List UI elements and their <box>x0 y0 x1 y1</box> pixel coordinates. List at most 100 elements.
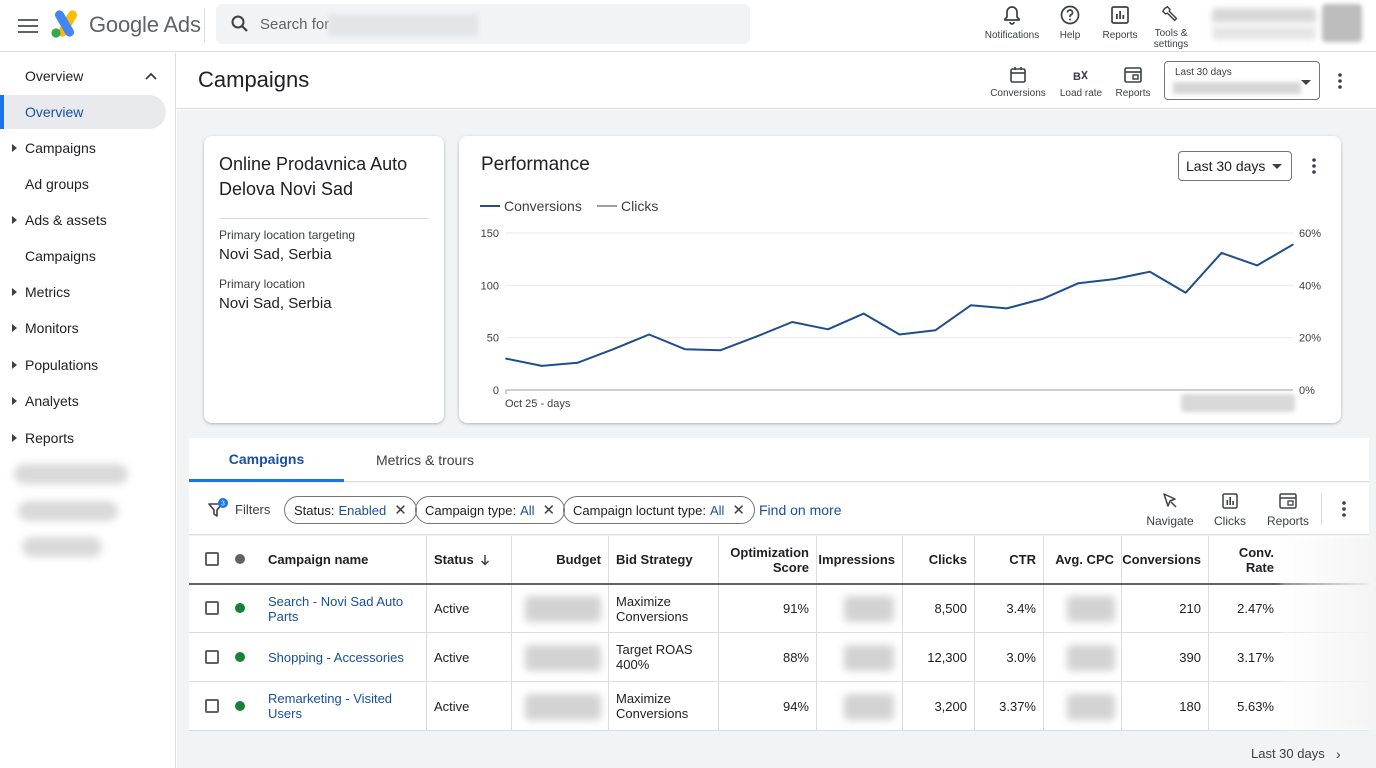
conversions-header-button[interactable]: Conversions <box>990 65 1046 99</box>
sidebar-redacted-item[interactable] <box>22 537 102 557</box>
sidebar-item-campaigns-2[interactable]: Campaigns <box>0 239 176 273</box>
legend-conversions[interactable]: Conversions <box>480 198 582 214</box>
search-bar[interactable]: Search for <box>216 4 750 44</box>
account-info-redacted[interactable] <box>1212 8 1316 40</box>
sidebar-item-label: Ads & assets <box>25 212 107 228</box>
header-budget[interactable]: Budget <box>556 552 601 567</box>
select-all-checkbox[interactable] <box>205 552 219 566</box>
sidebar-item-overview-group[interactable]: Overview <box>0 59 176 93</box>
notifications-label: Notifications <box>984 30 1040 41</box>
header-optimization-score[interactable]: Optimization Score <box>718 536 809 583</box>
google-ads-logo-icon[interactable] <box>50 10 82 38</box>
navigate-button[interactable]: Navigate <box>1145 491 1195 528</box>
help-label: Help <box>1059 30 1081 41</box>
row-checkbox[interactable] <box>205 650 219 664</box>
header-avg-cpc[interactable]: Avg. CPC <box>1055 552 1114 567</box>
sidebar-item-populations[interactable]: Populations <box>0 348 176 382</box>
status-dot-enabled <box>235 603 245 613</box>
ctr-cell: 3.37% <box>999 698 1036 714</box>
data-point <box>1220 252 1223 254</box>
search-placeholder: Search for <box>260 16 330 33</box>
reports-icon <box>1279 493 1297 509</box>
tab-metrics-trours[interactable]: Metrics & trours <box>375 452 474 468</box>
sidebar-item-label: Campaigns <box>25 140 96 156</box>
sidebar-redacted-item[interactable] <box>14 464 128 484</box>
help-button[interactable]: Help <box>1050 4 1090 50</box>
column-divider <box>1208 536 1209 731</box>
performance-range-select[interactable]: Last 30 days <box>1178 151 1292 181</box>
sidebar-item-campaigns[interactable]: Campaigns <box>0 131 176 165</box>
row-checkbox[interactable] <box>205 699 219 713</box>
filter-chip-location-type[interactable]: Campaign loctunt type: All ✕ <box>563 496 755 524</box>
performance-more-button[interactable] <box>1304 156 1324 176</box>
reports-table-button[interactable]: Reports <box>1265 491 1311 528</box>
header-conv-rate[interactable]: Conv. Rate <box>1208 536 1274 583</box>
clicks-button[interactable]: Clicks <box>1210 491 1250 528</box>
sidebar-item-reports[interactable]: Reports <box>0 421 176 455</box>
load-rate-button[interactable]: B Load rate <box>1058 65 1104 99</box>
campaign-name-link[interactable]: Search - Novi Sad Auto Parts <box>268 593 404 624</box>
data-point <box>541 365 543 367</box>
sidebar-item-overview[interactable]: Overview <box>0 95 166 129</box>
filter-chip-campaign-type[interactable]: Campaign type: All ✕ <box>415 496 566 524</box>
more-vert-icon <box>1312 158 1316 174</box>
google-ads-wordmark[interactable]: Google Ads <box>89 12 201 37</box>
tools-settings-button[interactable]: Tools & settings <box>1148 4 1194 50</box>
header-bid-strategy[interactable]: Bid Strategy <box>616 552 693 567</box>
close-icon[interactable]: ✕ <box>732 502 745 519</box>
date-range-select[interactable]: Last 30 days <box>1164 61 1320 100</box>
sidebar-item-ad-groups[interactable]: Ad groups <box>0 167 176 201</box>
header-status[interactable]: Status <box>434 536 509 583</box>
header-impressions[interactable]: Impressions <box>818 552 895 567</box>
legend-label: Conversions <box>504 198 582 214</box>
series-line-conversions <box>505 243 1294 367</box>
reports-header-button[interactable]: Reports <box>1113 65 1153 99</box>
filter-bar: 3 Filters Status: Enabled ✕ Campaign type:… <box>189 483 1369 535</box>
expand-arrow-icon <box>12 288 17 296</box>
sidebar-item-monitors[interactable]: Monitors <box>0 311 176 345</box>
cpc-redacted <box>1067 645 1115 671</box>
data-point <box>1041 298 1044 300</box>
data-point <box>1256 264 1258 267</box>
cpc-redacted <box>1067 596 1115 622</box>
avatar[interactable] <box>1322 4 1362 42</box>
sidebar-item-metrics[interactable]: Metrics <box>0 275 176 309</box>
reports-icon <box>1111 6 1129 24</box>
main-menu-button[interactable] <box>14 12 42 40</box>
header-ctr[interactable]: CTR <box>1009 552 1036 567</box>
conv-rate-cell: 3.17% <box>1237 649 1274 665</box>
find-more-link[interactable]: Find on more <box>759 502 842 518</box>
table-more-button[interactable] <box>1334 499 1354 519</box>
legend-clicks[interactable]: Clicks <box>597 198 658 214</box>
close-icon[interactable]: ✕ <box>542 502 556 519</box>
filter-icon[interactable]: 3 <box>207 498 229 520</box>
header-conversions[interactable]: Conversions <box>1122 552 1201 567</box>
sidebar-item-label: Ad groups <box>25 176 89 192</box>
page-title: Campaigns <box>198 67 310 92</box>
data-point <box>1149 270 1151 273</box>
campaign-name-link[interactable]: Remarketing - Visited Users <box>268 691 393 721</box>
sidebar-redacted-item[interactable] <box>18 501 118 521</box>
reports-icon <box>1124 67 1142 83</box>
reports-top-button[interactable]: Reports <box>1100 4 1140 50</box>
opt-score-cell: 88% <box>782 649 809 665</box>
clicks-cell: 8,500 <box>934 601 967 616</box>
logo-divider <box>204 8 205 42</box>
sidebar-item-ads-assets[interactable]: Ads & assets <box>0 203 176 237</box>
tab-campaigns[interactable]: Campaigns <box>189 438 344 482</box>
filter-chip-status[interactable]: Status: Enabled ✕ <box>284 496 417 524</box>
header-more-button[interactable] <box>1330 71 1350 91</box>
campaign-name-link[interactable]: Shopping - Accessories <box>268 649 404 665</box>
row-checkbox[interactable] <box>205 601 219 615</box>
filters-label[interactable]: Filters <box>235 502 271 517</box>
data-point <box>1184 291 1187 294</box>
notifications-button[interactable]: Notifications <box>980 4 1044 50</box>
header-campaign-name[interactable]: Campaign name <box>268 552 369 567</box>
header-clicks[interactable]: Clicks <box>928 552 967 567</box>
chevron-right-icon[interactable]: › <box>1336 746 1341 762</box>
sidebar-item-analyets[interactable]: Analyets <box>0 384 176 418</box>
footer-range-link[interactable]: Last 30 days <box>1251 746 1325 761</box>
column-divider <box>816 536 817 731</box>
close-icon[interactable]: ✕ <box>394 502 407 519</box>
data-point <box>576 362 579 364</box>
